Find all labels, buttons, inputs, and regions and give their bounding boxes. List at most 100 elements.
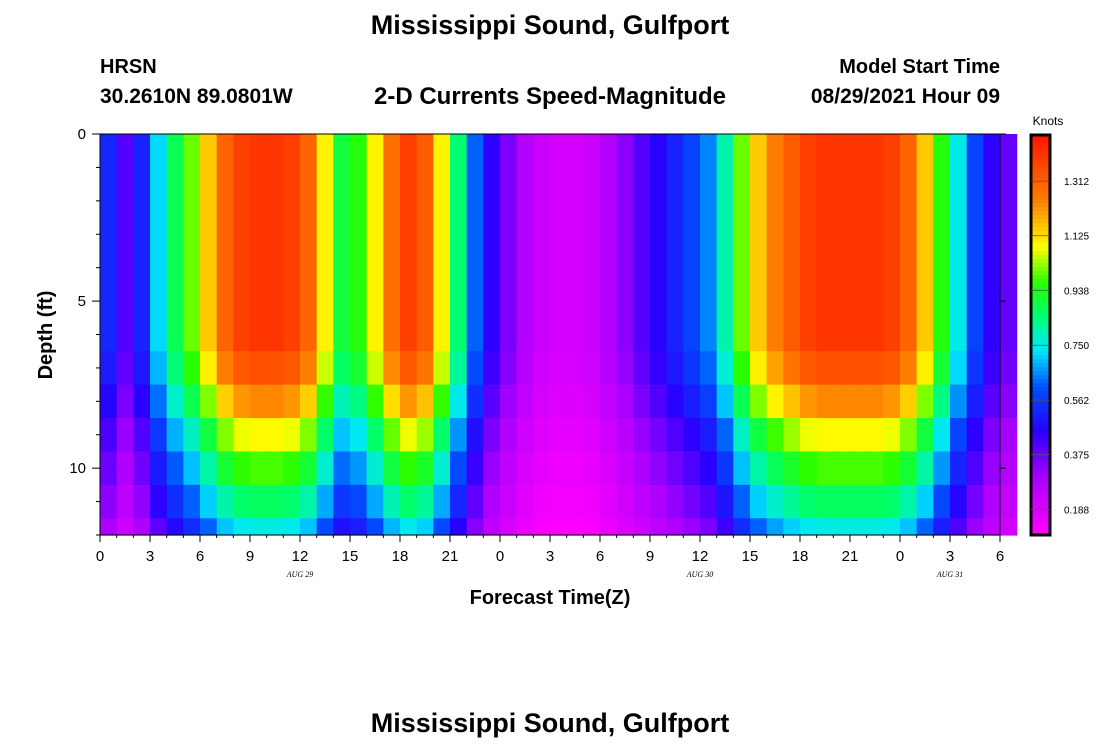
heatmap-cell (416, 484, 434, 519)
heatmap-cell (150, 451, 168, 486)
heatmap-cell (416, 518, 434, 536)
y-tick-label: 5 (78, 293, 86, 310)
y-tick-label: 0 (78, 126, 86, 143)
heatmap-cell (600, 451, 618, 486)
heatmap-cell (166, 134, 184, 352)
colorbar-swatch (1031, 227, 1050, 232)
date-label: AUG 30 (686, 570, 713, 579)
heatmap-cell (100, 134, 118, 352)
heatmap-cell (816, 451, 834, 486)
heatmap-cell (500, 484, 518, 519)
heatmap-cell (950, 484, 968, 519)
heatmap-cell (200, 518, 218, 536)
heatmap-cell (683, 518, 701, 536)
heatmap-cell (683, 484, 701, 519)
heatmap-cell (700, 384, 718, 419)
colorbar-swatch (1031, 379, 1050, 384)
colorbar-swatch (1031, 455, 1050, 460)
heatmap-cell (483, 418, 501, 453)
heatmap-cell (800, 451, 818, 486)
heatmap-cell (233, 451, 251, 486)
model-start-time: 08/29/2021 Hour 09 (810, 85, 1000, 108)
x-tick-label: 9 (646, 548, 654, 565)
heatmap-cell (450, 418, 468, 453)
heatmap-cell (466, 351, 484, 386)
heatmap-cell (566, 351, 584, 386)
heatmap-cell (516, 384, 534, 419)
heatmap-cell (783, 351, 801, 386)
heatmap-cell (933, 351, 951, 386)
colorbar-swatch (1031, 243, 1050, 248)
heatmap-cell (900, 418, 918, 453)
heatmap-cell (833, 484, 851, 519)
heatmap-cell (766, 418, 784, 453)
heatmap-cell (583, 451, 601, 486)
heatmap-cell (666, 484, 684, 519)
colorbar-swatch (1031, 351, 1050, 356)
heatmap-cell (1000, 351, 1018, 386)
heatmap-cell (166, 518, 184, 536)
heatmap-cell (433, 384, 451, 419)
heatmap-cell (1000, 484, 1018, 519)
heatmap-cell (183, 518, 201, 536)
heatmap-cell (416, 134, 434, 352)
colorbar-swatch (1031, 331, 1050, 336)
heatmap-cell (916, 518, 934, 536)
heatmap-cell (916, 134, 934, 352)
heatmap-cell (250, 484, 268, 519)
heatmap-cell (316, 418, 334, 453)
colorbar-swatch (1031, 271, 1050, 276)
heatmap-cell (100, 351, 118, 386)
chart-title: Mississippi Sound, Gulfport (370, 10, 730, 40)
heatmap-cell (650, 484, 668, 519)
colorbar-swatch (1031, 247, 1050, 252)
heatmap-cell (933, 384, 951, 419)
heatmap-cell (433, 134, 451, 352)
heatmap-cell (483, 518, 501, 536)
heatmap-cell (866, 451, 884, 486)
heatmap-cell (333, 384, 351, 419)
heatmap-cell (533, 518, 551, 536)
heatmap-cell (1000, 451, 1018, 486)
heatmap-cell (250, 134, 268, 352)
colorbar-swatch (1031, 363, 1050, 368)
heatmap-cell (616, 451, 634, 486)
heatmap-cell (983, 484, 1001, 519)
heatmap-cell (600, 351, 618, 386)
model-start-label: Model Start Time (839, 56, 1000, 78)
heatmap-cell (933, 484, 951, 519)
x-tick-label: 3 (946, 548, 954, 565)
heatmap-cell (666, 451, 684, 486)
heatmap-cell (600, 484, 618, 519)
heatmap-cell (616, 418, 634, 453)
heatmap-cell (600, 518, 618, 536)
heatmap-cell (833, 418, 851, 453)
colorbar-swatch (1031, 391, 1050, 396)
heatmap-cell (466, 451, 484, 486)
heatmap-cell (983, 451, 1001, 486)
heatmap-cell (1000, 518, 1018, 536)
colorbar-swatch (1031, 223, 1050, 228)
heatmap-cell (700, 134, 718, 352)
heatmap-cell (483, 351, 501, 386)
heatmap-cell (550, 451, 568, 486)
heatmap-cell (966, 484, 984, 519)
colorbar-swatch (1031, 435, 1050, 440)
colorbar-swatch (1031, 295, 1050, 300)
heatmap-cell (850, 418, 868, 453)
heatmap-cell (550, 518, 568, 536)
colorbar-swatch (1031, 371, 1050, 376)
heatmap-cell (633, 384, 651, 419)
x-axis-label: Forecast Time(Z) (470, 587, 631, 609)
heatmap-cell (100, 384, 118, 419)
heatmap-cell (950, 518, 968, 536)
heatmap-cell (100, 451, 118, 486)
heatmap-cell (333, 351, 351, 386)
heatmap-cell (583, 484, 601, 519)
colorbar-swatch (1031, 215, 1050, 220)
colorbar-swatch (1031, 415, 1050, 420)
colorbar-swatch (1031, 267, 1050, 272)
heatmap-cell (216, 418, 234, 453)
heatmap-cell (950, 418, 968, 453)
